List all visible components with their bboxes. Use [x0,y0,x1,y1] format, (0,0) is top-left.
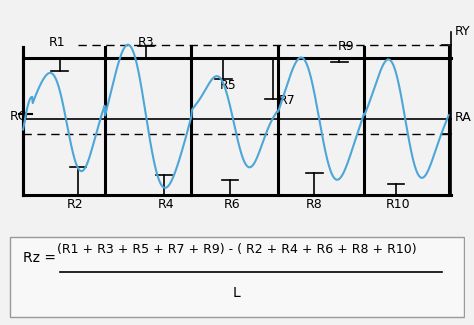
Text: RQ: RQ [9,110,28,123]
Text: R1: R1 [49,36,65,49]
Text: R9: R9 [338,40,355,53]
Text: R3: R3 [137,36,155,49]
Text: R10: R10 [386,198,411,211]
Text: R6: R6 [224,198,241,211]
Text: Rz =: Rz = [23,251,61,265]
Text: R5: R5 [219,79,236,92]
Text: L: L [233,286,241,300]
Text: R8: R8 [306,198,323,211]
Text: RA: RA [455,111,471,124]
Text: R2: R2 [67,198,84,211]
Text: R7: R7 [279,95,295,108]
FancyBboxPatch shape [10,237,464,317]
Text: RY: RY [455,25,470,38]
Text: (R1 + R3 + R5 + R7 + R9) - ( R2 + R4 + R6 + R8 + R10): (R1 + R3 + R5 + R7 + R9) - ( R2 + R4 + R… [57,243,417,256]
Text: R4: R4 [158,198,175,211]
